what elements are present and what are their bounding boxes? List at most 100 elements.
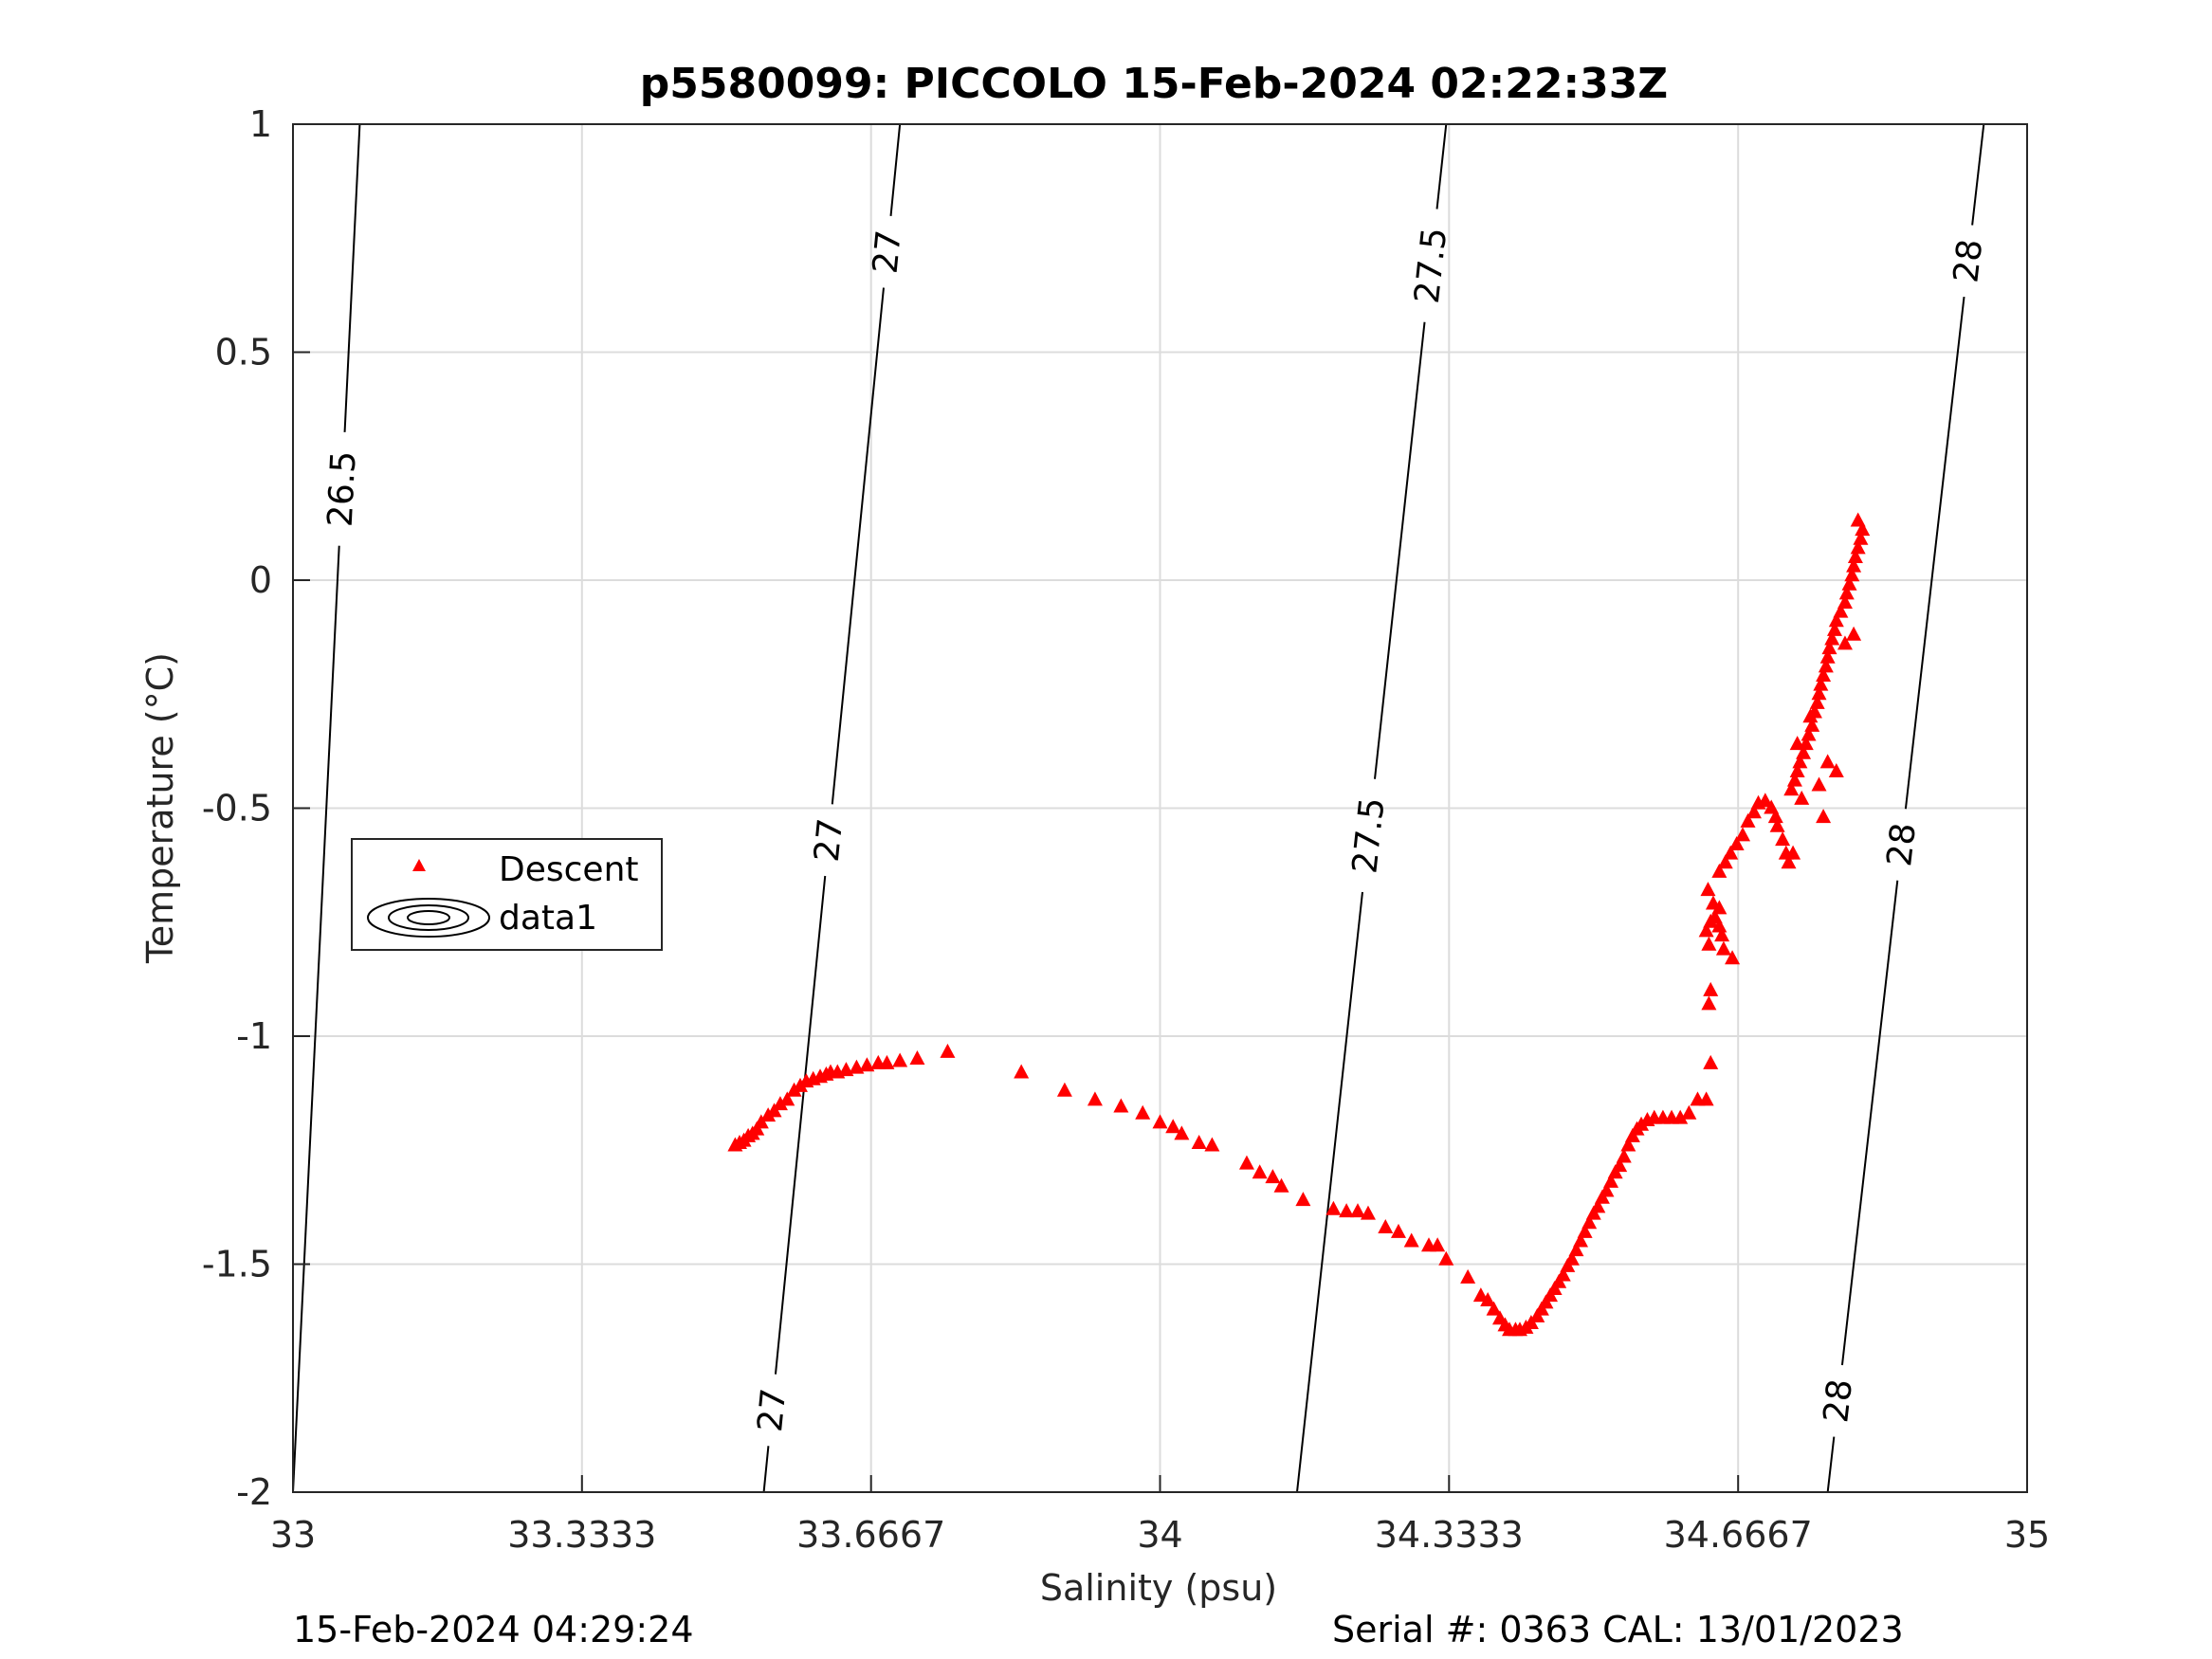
contour-line bbox=[1295, 891, 1363, 1493]
descent-point bbox=[1603, 1173, 1619, 1188]
descent-point bbox=[1781, 854, 1797, 869]
descent-point bbox=[1705, 895, 1721, 910]
x-tick-label: 33.6667 bbox=[796, 1514, 945, 1556]
x-axis-label: Salinity (psu) bbox=[1040, 1567, 1277, 1609]
descent-point bbox=[879, 1054, 895, 1069]
contour-label: 27 bbox=[751, 1387, 794, 1434]
contour-label: 27.5 bbox=[1408, 226, 1454, 305]
descent-point bbox=[1767, 809, 1783, 824]
descent-point bbox=[1152, 1114, 1168, 1129]
descent-point bbox=[909, 1050, 925, 1066]
contour-line bbox=[1971, 123, 1985, 226]
descent-point bbox=[1135, 1104, 1151, 1120]
descent-point bbox=[1460, 1268, 1476, 1284]
descent-point bbox=[1789, 736, 1805, 751]
descent-point bbox=[1833, 603, 1849, 618]
descent-point bbox=[1813, 676, 1829, 691]
descent-point bbox=[1809, 694, 1825, 709]
descent-point bbox=[1698, 1091, 1714, 1106]
descent-point bbox=[1295, 1192, 1311, 1207]
descent-point bbox=[940, 1043, 956, 1058]
descent-point bbox=[1828, 612, 1844, 628]
contour-line bbox=[1904, 296, 1965, 810]
footer-serial-cal: Serial #: 0363 CAL: 13/01/2023 bbox=[1332, 1609, 1904, 1650]
descent-point bbox=[1717, 854, 1733, 869]
y-tick-label: -2 bbox=[236, 1471, 272, 1513]
descent-point bbox=[1846, 557, 1862, 573]
descent-point bbox=[1568, 1242, 1584, 1257]
y-tick-label: -1.5 bbox=[202, 1244, 272, 1285]
descent-point bbox=[1714, 927, 1730, 942]
descent-point bbox=[1816, 667, 1832, 683]
descent-point bbox=[1844, 567, 1860, 582]
y-tick-label: -1 bbox=[236, 1015, 272, 1057]
descent-point bbox=[1612, 1158, 1628, 1173]
descent-point bbox=[1616, 1148, 1632, 1163]
descent-point bbox=[1711, 918, 1728, 933]
descent-point bbox=[1837, 635, 1853, 650]
descent-point bbox=[1725, 950, 1741, 965]
descent-point bbox=[1701, 995, 1717, 1011]
descent-point bbox=[849, 1059, 865, 1074]
descent-point bbox=[1824, 630, 1840, 646]
descent-point bbox=[1325, 1200, 1342, 1215]
descent-point bbox=[1826, 621, 1842, 636]
descent-point bbox=[1811, 776, 1827, 792]
legend-descent-label: Descent bbox=[499, 850, 639, 889]
descent-point bbox=[772, 1096, 788, 1111]
descent-point bbox=[1350, 1203, 1366, 1218]
descent-point bbox=[1238, 1155, 1254, 1170]
descent-point bbox=[1673, 1109, 1689, 1124]
descent-point bbox=[1775, 831, 1791, 847]
descent-point bbox=[1555, 1267, 1571, 1282]
x-tick-label: 34.3333 bbox=[1375, 1514, 1524, 1556]
descent-point bbox=[1816, 809, 1832, 824]
legend-box bbox=[351, 838, 663, 951]
descent-point bbox=[1786, 772, 1802, 787]
descent-point bbox=[1715, 940, 1731, 956]
x-tick-label: 33 bbox=[270, 1514, 316, 1556]
legend-triangle-icon bbox=[412, 859, 426, 871]
contour-label: 28 bbox=[1817, 1377, 1860, 1425]
legend-contour-icon bbox=[367, 898, 490, 938]
descent-point bbox=[1801, 726, 1817, 741]
descent-point bbox=[1014, 1064, 1030, 1079]
descent-point bbox=[1794, 790, 1810, 805]
contour-line bbox=[1826, 1436, 1836, 1493]
descent-point bbox=[1819, 648, 1836, 664]
descent-point bbox=[1438, 1250, 1454, 1266]
contour-line bbox=[889, 123, 902, 216]
y-axis-label: Temperature (°C) bbox=[139, 652, 181, 964]
x-tick-label: 33.3333 bbox=[507, 1514, 656, 1556]
descent-point bbox=[1711, 863, 1728, 878]
descent-point bbox=[1804, 717, 1820, 732]
contour-label: 28 bbox=[1880, 821, 1924, 868]
descent-point bbox=[1789, 763, 1805, 778]
legend-data1-label: data1 bbox=[499, 899, 597, 938]
descent-point bbox=[1378, 1219, 1394, 1234]
descent-point bbox=[1769, 817, 1785, 832]
descent-point bbox=[1056, 1082, 1072, 1097]
contour-label: 27 bbox=[867, 228, 909, 276]
descent-point bbox=[1821, 640, 1837, 655]
descent-point bbox=[838, 1062, 854, 1077]
descent-point bbox=[1783, 781, 1800, 796]
descent-point bbox=[1700, 882, 1716, 897]
x-tick-label: 34 bbox=[1137, 1514, 1182, 1556]
contour-line bbox=[1373, 321, 1426, 779]
descent-point bbox=[1174, 1125, 1190, 1140]
density-contours: 26.5 27 27 27 27.5 27.5 28 28 28 bbox=[292, 123, 1990, 1493]
contour-line bbox=[1840, 880, 1899, 1366]
descent-point bbox=[1165, 1119, 1181, 1134]
descent-point bbox=[1850, 539, 1866, 555]
descent-point bbox=[1599, 1182, 1615, 1197]
footer-timestamp: 15-Feb-2024 04:29:24 bbox=[293, 1609, 694, 1650]
descent-point bbox=[1796, 744, 1812, 759]
descent-point bbox=[1855, 521, 1871, 537]
descent-point bbox=[1837, 594, 1853, 610]
descent-point bbox=[1563, 1250, 1580, 1266]
descent-point bbox=[1703, 981, 1719, 996]
descent-point bbox=[1698, 922, 1714, 938]
descent-point bbox=[1818, 658, 1834, 673]
